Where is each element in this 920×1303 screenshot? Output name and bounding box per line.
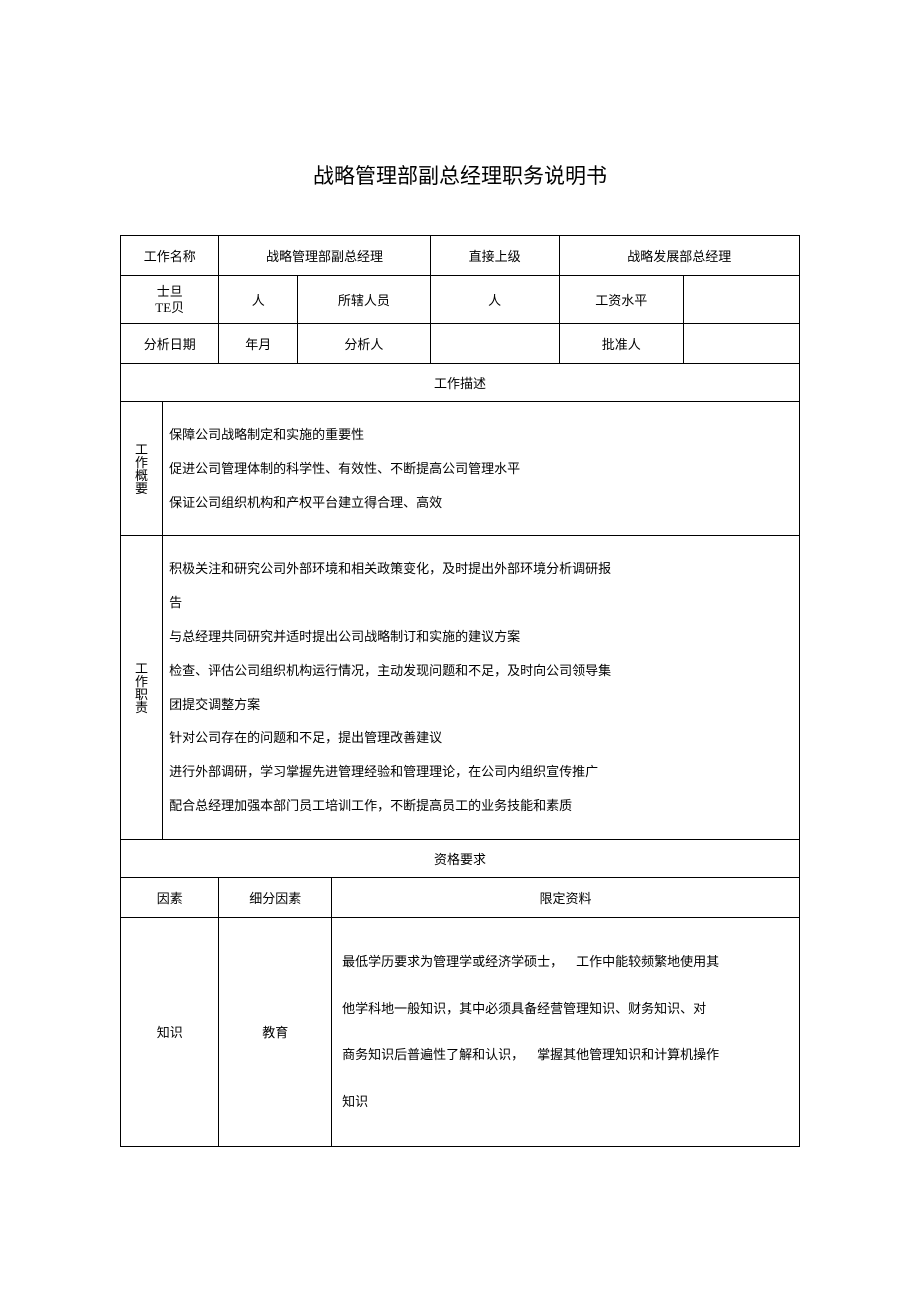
staff-label: 士旦 TE贝 xyxy=(121,276,219,324)
duties-label-c3: 职 xyxy=(121,688,162,701)
qual-detail-line: 他学科地一般知识，其中必须具备经营管理知识、财务知识、对 xyxy=(342,992,789,1026)
analyst-value xyxy=(430,324,559,364)
duties-label: 工 作 职 责 xyxy=(121,536,163,839)
staff-label-line1: 士旦 xyxy=(157,284,183,299)
qual-col-factor: 因素 xyxy=(121,877,219,917)
duties-line: 告 xyxy=(169,586,793,620)
duties-line: 积极关注和研究公司外部环境和相关政策变化，及时提出外部环境分析调研报 xyxy=(169,552,793,586)
duties-line: 检查、评估公司组织机构运行情况，主动发现问题和不足，及时向公司领导集 xyxy=(169,654,793,688)
subordinate-value: 人 xyxy=(430,276,559,324)
duties-line: 配合总经理加强本部门员工培训工作，不断提高员工的业务技能和素质 xyxy=(169,789,793,823)
qual-detail: 最低学历要求为管理学或经济学硕士， 工作中能较频繁地使用其 他学科地一般知识，其… xyxy=(332,917,800,1146)
approver-value xyxy=(683,324,799,364)
duties-line: 进行外部调研，学习掌握先进管理经验和管理理论，在公司内组织宣传推广 xyxy=(169,755,793,789)
overview-label-c2: 作 xyxy=(121,456,162,469)
superior-label: 直接上级 xyxy=(430,236,559,276)
staff-value: 人 xyxy=(219,276,298,324)
qual-col-detail: 限定资料 xyxy=(332,877,800,917)
duties-line: 团提交调整方案 xyxy=(169,688,793,722)
qual-subfactor: 教育 xyxy=(219,917,332,1146)
qual-header: 资格要求 xyxy=(121,839,800,877)
approver-label: 批准人 xyxy=(559,324,683,364)
qual-detail-line: 商务知识后普遍性了解和认识， 掌握其他管理知识和计算机操作 xyxy=(342,1038,789,1072)
overview-content: 保障公司战略制定和实施的重要性 促进公司管理体制的科学性、有效性、不断提高公司管… xyxy=(163,402,800,536)
qual-detail-line: 知识 xyxy=(342,1085,789,1119)
duties-label-c4: 责 xyxy=(121,701,162,714)
overview-line: 促进公司管理体制的科学性、有效性、不断提高公司管理水平 xyxy=(169,452,793,486)
subordinate-label: 所辖人员 xyxy=(298,276,430,324)
document-title: 战略管理部副总经理职务说明书 xyxy=(120,160,800,190)
duties-label-c2: 作 xyxy=(121,675,162,688)
duties-line: 针对公司存在的问题和不足，提出管理改善建议 xyxy=(169,721,793,755)
duties-content: 积极关注和研究公司外部环境和相关政策变化，及时提出外部环境分析调研报 告 与总经… xyxy=(163,536,800,839)
qual-col-subfactor: 细分因素 xyxy=(219,877,332,917)
overview-label-c3: 概 xyxy=(121,469,162,482)
staff-label-line2: TE贝 xyxy=(155,300,184,315)
job-desc-header: 工作描述 xyxy=(121,364,800,402)
date-value: 年月 xyxy=(219,324,298,364)
job-name-label: 工作名称 xyxy=(121,236,219,276)
qual-detail-line: 最低学历要求为管理学或经济学硕士， 工作中能较频繁地使用其 xyxy=(342,945,789,979)
job-name-value: 战略管理部副总经理 xyxy=(219,236,430,276)
job-spec-table: 工作名称 战略管理部副总经理 直接上级 战略发展部总经理 士旦 TE贝 人 所辖… xyxy=(120,235,800,1147)
qual-factor: 知识 xyxy=(121,917,219,1146)
date-label: 分析日期 xyxy=(121,324,219,364)
overview-line: 保证公司组织机构和产权平台建立得合理、高效 xyxy=(169,486,793,520)
salary-label: 工资水平 xyxy=(559,276,683,324)
overview-label: 工 作 概 要 xyxy=(121,402,163,536)
superior-value: 战略发展部总经理 xyxy=(559,236,799,276)
overview-line: 保障公司战略制定和实施的重要性 xyxy=(169,418,793,452)
salary-value xyxy=(683,276,799,324)
analyst-label: 分析人 xyxy=(298,324,430,364)
duties-line: 与总经理共同研究并适时提出公司战略制订和实施的建议方案 xyxy=(169,620,793,654)
overview-label-c1: 工 xyxy=(121,443,162,456)
duties-label-c1: 工 xyxy=(121,662,162,675)
overview-label-c4: 要 xyxy=(121,482,162,495)
